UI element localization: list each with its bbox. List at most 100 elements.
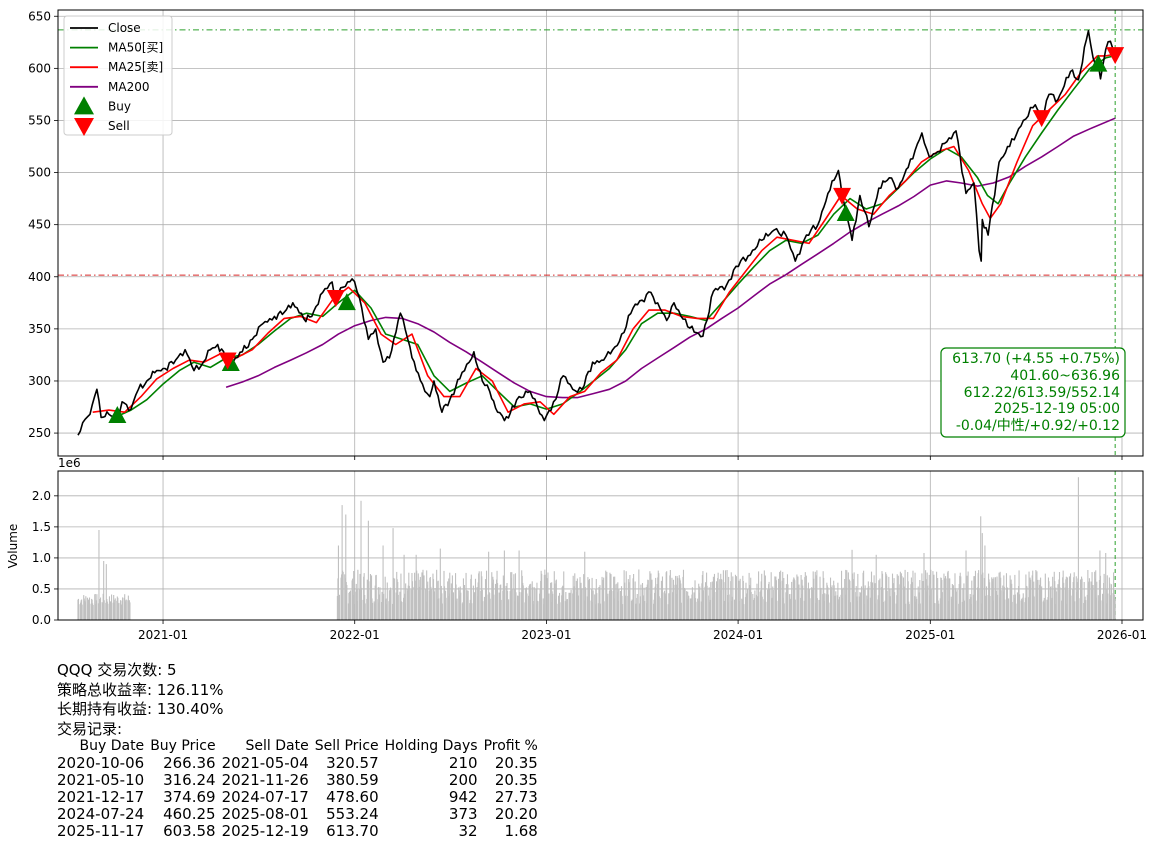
volume-bar xyxy=(547,572,549,620)
volume-y-tick-label: 0.0 xyxy=(32,613,51,627)
volume-axis-label: Volume xyxy=(6,524,20,569)
price-panel: 250 300 350 400 450 500 550 600 650 xyxy=(28,9,1144,460)
volume-bar xyxy=(914,572,916,620)
volume-bar xyxy=(337,545,339,620)
volume-bar xyxy=(405,583,407,620)
volume-bar xyxy=(607,593,609,620)
volume-bar xyxy=(769,589,771,620)
volume-bar xyxy=(754,590,756,620)
volume-bar xyxy=(868,586,870,620)
volume-y-tick-label: 2.0 xyxy=(32,489,51,503)
volume-bar xyxy=(989,596,991,620)
info-moving-averages: 612.22/613.59/552.14 xyxy=(964,385,1120,401)
volume-bar xyxy=(702,590,704,620)
info-timestamp: 2025-12-19 05:00 xyxy=(994,401,1120,417)
volume-bar xyxy=(1066,577,1068,620)
volume-bar xyxy=(1030,579,1032,620)
volume-bar xyxy=(794,599,796,620)
volume-bar xyxy=(577,595,579,620)
sell-price: 478.60 xyxy=(326,788,379,806)
volume-bar xyxy=(644,601,646,620)
volume-bar xyxy=(349,590,352,620)
volume-bar xyxy=(780,570,782,620)
volume-bar xyxy=(592,590,594,620)
buy-marker xyxy=(1089,54,1108,72)
volume-bar xyxy=(894,592,896,620)
volume-bar xyxy=(432,579,435,620)
volume-bar xyxy=(647,580,649,620)
col-holding-days: Holding Days xyxy=(384,738,478,754)
trade-count: QQQ 交易次数: 5 xyxy=(57,661,177,679)
volume-bar xyxy=(1096,581,1098,620)
volume-bar xyxy=(684,588,686,620)
sell-price: 380.59 xyxy=(326,771,379,789)
volume-bar xyxy=(960,576,962,620)
volume-bar xyxy=(596,593,598,620)
volume-bar xyxy=(482,601,484,620)
volume-bar xyxy=(416,570,418,620)
volume-bar xyxy=(662,592,664,620)
volume-bar xyxy=(992,578,994,620)
trade-records: Buy Date Buy Price Sell Date Sell Price … xyxy=(57,738,541,840)
buy-date: 2020-10-06 xyxy=(57,754,145,772)
volume-bar xyxy=(118,602,120,620)
volume-bar xyxy=(508,599,510,620)
volume-bar xyxy=(863,570,865,620)
volume-bar xyxy=(927,585,929,620)
volume-bar xyxy=(397,594,399,620)
volume-scale-label: 1e6 xyxy=(58,456,81,470)
volume-bar xyxy=(934,603,936,620)
volume-bar xyxy=(996,594,999,620)
legend-label: MA200 xyxy=(108,80,149,94)
volume-bar xyxy=(1074,601,1076,620)
legend-sell-triangle xyxy=(74,118,94,136)
volume-bar xyxy=(710,582,712,620)
volume-bar xyxy=(651,579,653,620)
col-buy-price: Buy Price xyxy=(150,738,216,754)
legend-label: MA25[卖] xyxy=(108,60,163,74)
volume-bar xyxy=(721,579,723,620)
volume-bar xyxy=(583,574,585,620)
sell-marker xyxy=(833,187,852,205)
sell-date: 2025-12-19 xyxy=(221,822,309,840)
volume-bar xyxy=(879,578,881,620)
volume-bar xyxy=(488,551,490,620)
quote-info-box: 613.70 (+4.55 +0.75%) 401.60~636.96 612.… xyxy=(940,347,1126,438)
price-y-tick-label: 450 xyxy=(28,218,51,232)
sell-price: 320.57 xyxy=(326,754,379,772)
col-sell-date: Sell Date xyxy=(245,738,309,754)
volume-bar xyxy=(423,575,425,620)
volume-y-tick-label: 1.0 xyxy=(32,551,51,565)
volume-bar xyxy=(886,590,888,620)
profit-pct: 20.35 xyxy=(494,754,538,772)
volume-bar xyxy=(434,588,436,620)
series-line-ma25 xyxy=(92,53,1116,416)
strategy-return: 策略总收益率: 126.11% xyxy=(57,680,224,699)
volume-bar xyxy=(367,520,369,620)
volume-bar xyxy=(384,576,386,620)
volume-bar xyxy=(728,594,730,620)
volume-bar xyxy=(965,550,967,620)
volume-bar xyxy=(537,601,539,620)
volume-bar xyxy=(802,585,804,620)
volume-bar xyxy=(998,572,1000,620)
volume-bar xyxy=(1033,596,1035,620)
volume-bar xyxy=(353,571,355,620)
trade-table-header: Buy Date Buy Price Sell Date Sell Price … xyxy=(57,738,541,755)
volume-bar xyxy=(599,603,602,620)
volume-bar xyxy=(544,574,546,620)
sell-marker xyxy=(218,352,237,370)
volume-bar xyxy=(107,603,109,620)
buyhold-return: 长期持有收益: 130.40% xyxy=(57,700,224,718)
volume-bar xyxy=(853,572,855,620)
volume-bar xyxy=(372,602,374,620)
volume-bar xyxy=(103,561,105,620)
volume-bar xyxy=(625,571,627,620)
price-y-tick-label: 400 xyxy=(28,270,51,284)
volume-bar xyxy=(125,599,127,620)
volume-bar xyxy=(552,593,554,620)
legend-buy-triangle xyxy=(74,96,94,115)
volume-bar xyxy=(427,581,429,620)
volume-bar xyxy=(122,597,124,620)
info-range: 401.60~636.96 xyxy=(1010,368,1120,384)
